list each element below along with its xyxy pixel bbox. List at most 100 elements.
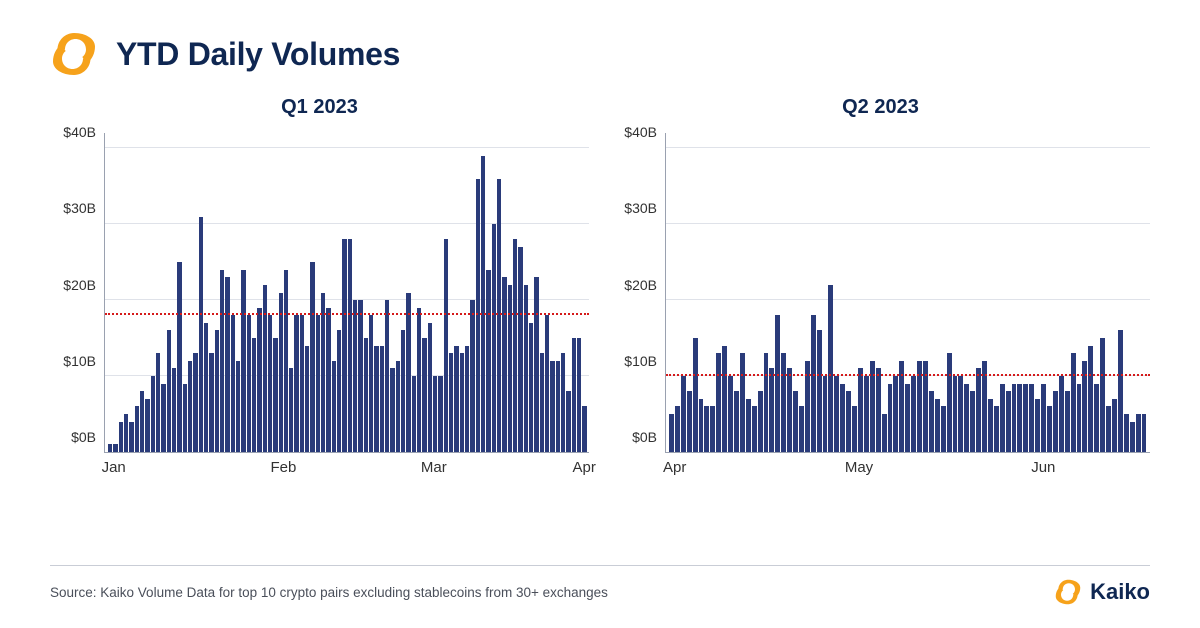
bar bbox=[183, 384, 187, 452]
bar bbox=[337, 330, 341, 452]
bar bbox=[465, 346, 469, 452]
bar bbox=[417, 308, 421, 452]
page-title: YTD Daily Volumes bbox=[116, 36, 400, 73]
bar bbox=[958, 376, 963, 452]
bar bbox=[811, 315, 816, 452]
bar bbox=[241, 270, 245, 452]
bar bbox=[1118, 330, 1123, 452]
bar bbox=[135, 406, 139, 452]
bar bbox=[964, 384, 969, 452]
bar bbox=[156, 353, 160, 452]
x-tick-label: Apr bbox=[572, 459, 595, 476]
charts-row: Q1 2023 $0B $10B $20B $30B $40B JanFebMarApr… bbox=[0, 88, 1200, 479]
panel-title: Q1 2023 bbox=[50, 96, 589, 119]
bar bbox=[1106, 406, 1111, 452]
x-tick-label: Jan bbox=[102, 459, 126, 476]
x-tick-label: May bbox=[845, 459, 873, 476]
y-tick-label: $30B bbox=[63, 200, 96, 216]
bar bbox=[888, 384, 893, 452]
bar bbox=[970, 391, 975, 452]
bar bbox=[348, 239, 352, 452]
bar bbox=[1088, 346, 1093, 452]
bar bbox=[140, 391, 144, 452]
bar bbox=[177, 262, 181, 452]
bar bbox=[1059, 376, 1064, 452]
plot-area bbox=[665, 133, 1150, 453]
bar bbox=[953, 376, 958, 452]
bar bbox=[167, 330, 171, 452]
bar bbox=[113, 444, 117, 452]
bar bbox=[876, 368, 881, 452]
kaiko-logo-icon bbox=[1054, 578, 1082, 606]
bar bbox=[710, 406, 715, 452]
bar bbox=[508, 285, 512, 452]
bar bbox=[1047, 406, 1052, 452]
bar bbox=[321, 293, 325, 453]
bar bbox=[577, 338, 581, 452]
bar bbox=[199, 217, 203, 452]
bar bbox=[284, 270, 288, 452]
y-tick-label: $30B bbox=[624, 200, 657, 216]
bar bbox=[775, 315, 780, 452]
bar bbox=[263, 285, 267, 452]
bar bbox=[840, 384, 845, 452]
bar bbox=[119, 422, 123, 452]
bar bbox=[108, 444, 112, 452]
bar bbox=[438, 376, 442, 452]
bar bbox=[781, 353, 786, 452]
y-tick-label: $40B bbox=[624, 124, 657, 140]
bar bbox=[524, 285, 528, 452]
bar bbox=[976, 368, 981, 452]
bar bbox=[893, 376, 898, 452]
bar bbox=[681, 376, 686, 452]
source-text: Source: Kaiko Volume Data for top 10 cry… bbox=[50, 585, 608, 600]
bar bbox=[1112, 399, 1117, 452]
bar bbox=[693, 338, 698, 452]
bar bbox=[151, 376, 155, 452]
bar bbox=[529, 323, 533, 452]
bar bbox=[412, 376, 416, 452]
bar bbox=[145, 399, 149, 452]
bar bbox=[1077, 384, 1082, 452]
bar bbox=[988, 399, 993, 452]
bar bbox=[858, 368, 863, 452]
bar bbox=[433, 376, 437, 452]
bar bbox=[294, 315, 298, 452]
bar bbox=[481, 156, 485, 452]
bar bbox=[492, 224, 496, 452]
bar bbox=[911, 376, 916, 452]
bar bbox=[769, 368, 774, 452]
bar bbox=[846, 391, 851, 452]
bar bbox=[247, 315, 251, 452]
y-tick-label: $20B bbox=[624, 277, 657, 293]
bar bbox=[406, 293, 410, 453]
bar bbox=[1000, 384, 1005, 452]
bar bbox=[502, 277, 506, 452]
bar bbox=[758, 391, 763, 452]
bar bbox=[326, 308, 330, 452]
y-tick-label: $20B bbox=[63, 277, 96, 293]
bar bbox=[215, 330, 219, 452]
bar bbox=[828, 285, 833, 452]
bar bbox=[486, 270, 490, 452]
brand: Kaiko bbox=[1054, 578, 1150, 606]
bar bbox=[699, 399, 704, 452]
bar bbox=[252, 338, 256, 452]
bar bbox=[124, 414, 128, 452]
bar bbox=[369, 315, 373, 452]
bar bbox=[289, 368, 293, 452]
y-tick-label: $10B bbox=[624, 353, 657, 369]
bar bbox=[1071, 353, 1076, 452]
bar bbox=[1065, 391, 1070, 452]
x-axis: JanFebMarApr bbox=[104, 453, 589, 479]
bar bbox=[746, 399, 751, 452]
bar bbox=[823, 376, 828, 452]
bar bbox=[172, 368, 176, 452]
bar bbox=[787, 368, 792, 452]
bar bbox=[1136, 414, 1141, 452]
bar bbox=[817, 330, 822, 452]
bar bbox=[364, 338, 368, 452]
plot-wrap: $0B$10B$20B$30B$40B bbox=[611, 133, 1150, 453]
y-tick-label: $0B bbox=[71, 429, 96, 445]
bar bbox=[231, 315, 235, 452]
